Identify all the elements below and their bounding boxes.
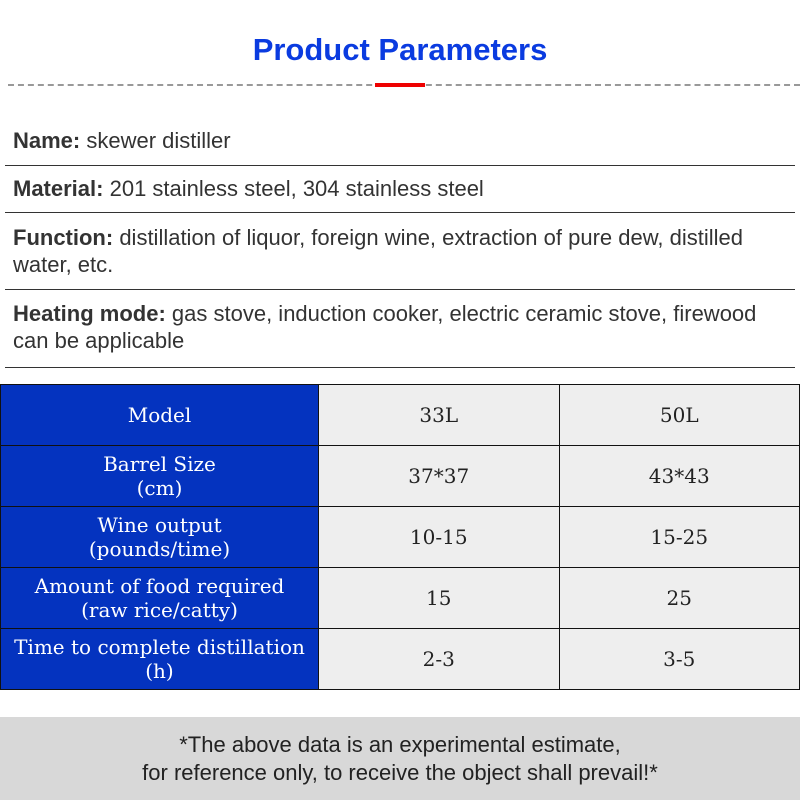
info-value: skewer distiller [80,128,231,153]
row-header-unit: (h) [145,659,174,683]
footer-note: *The above data is an experimental estim… [0,717,800,800]
row-header-line: Barrel Size [103,452,216,476]
spec-table: Model 33L 50L Barrel Size (cm) 37*37 43*43 Wine… [0,384,800,690]
info-value: distillation of liquor, foreign wine, ex… [13,225,743,277]
cell-33l: 10-15 [318,506,560,568]
divider [5,367,795,368]
row-header-unit: (cm) [136,476,183,500]
info-label: Function: [13,225,114,250]
cell-33l: 2-3 [318,628,560,690]
row-header-line: Time to complete distillation [14,635,305,659]
cell-33l: 37*37 [318,445,560,507]
table-row: Model 33L 50L [0,384,800,446]
row-header: Time to complete distillation (h) [0,628,319,690]
row-header-line: Wine output [97,513,222,537]
row-header: Wine output (pounds/time) [0,506,319,568]
info-function: Function: distillation of liquor, foreig… [13,224,793,278]
cell-33l: 33L [318,384,560,446]
table-row: Amount of food required (raw rice/catty) 1… [0,567,800,629]
divider [5,289,795,290]
footer-line: for reference only, to receive the objec… [142,760,658,785]
footer-line: *The above data is an experimental estim… [179,732,621,757]
row-header: Amount of food required (raw rice/catty) [0,567,319,629]
row-header: Barrel Size (cm) [0,445,319,507]
accent-bar [375,83,425,87]
cell-50l: 50L [558,384,800,446]
info-heating: Heating mode: gas stove, induction cooke… [13,300,793,354]
cell-50l: 25 [558,567,800,629]
row-header-line: Amount of food required [34,574,285,598]
table-row: Barrel Size (cm) 37*37 43*43 [0,445,800,507]
row-header-unit: (raw rice/catty) [81,598,238,622]
divider [5,212,795,213]
info-label: Name: [13,128,81,153]
table-row: Time to complete distillation (h) 2-3 3-5 [0,628,800,690]
cell-50l: 43*43 [558,445,800,507]
page-title: Product Parameters [252,32,548,67]
row-header-unit: (pounds/time) [88,537,231,561]
table-row: Wine output (pounds/time) 10-15 15-25 [0,506,800,568]
cell-50l: 15-25 [558,506,800,568]
info-label: Material: [13,176,104,201]
divider [5,165,795,166]
info-value: gas stove, induction cooker, electric ce… [13,301,757,353]
info-label: Heating mode: [13,301,166,326]
cell-33l: 15 [318,567,560,629]
row-header-line: Model [127,403,192,427]
info-material: Material: 201 stainless steel, 304 stain… [13,175,793,202]
info-value: 201 stainless steel, 304 stainless steel [103,176,484,201]
cell-50l: 3-5 [558,628,800,690]
info-name: Name: skewer distiller [13,127,793,154]
row-header: Model [0,384,319,446]
